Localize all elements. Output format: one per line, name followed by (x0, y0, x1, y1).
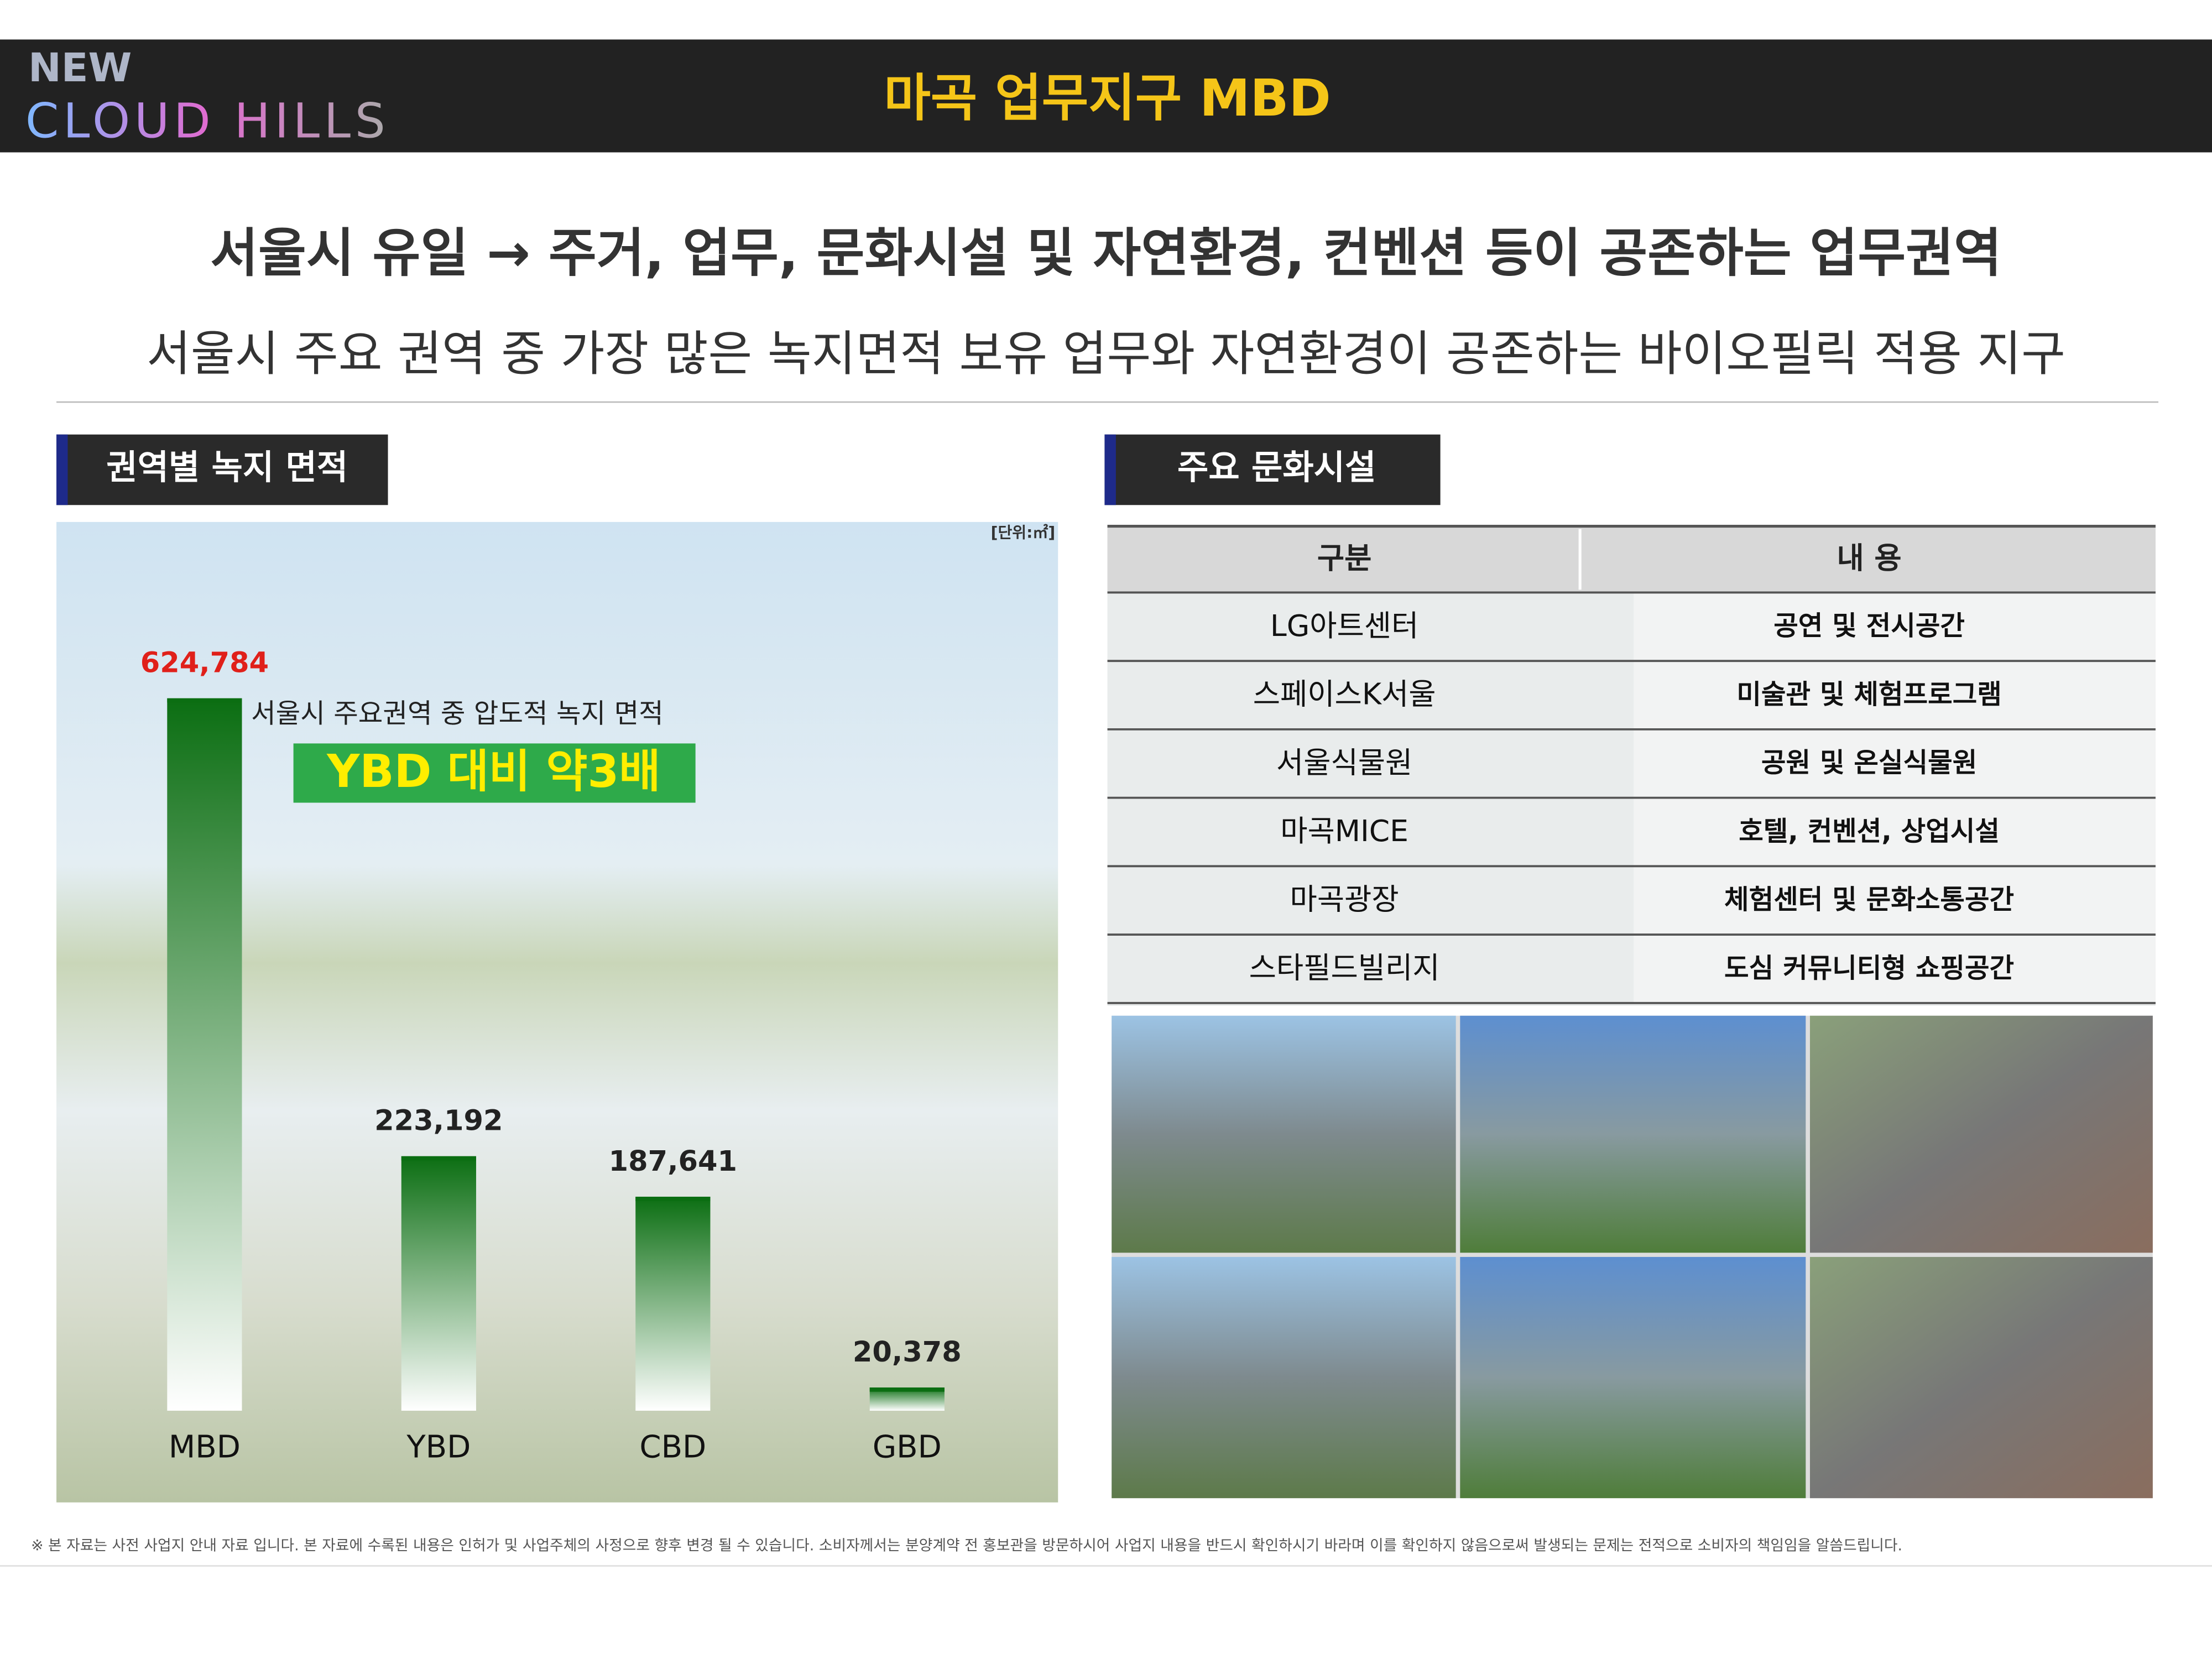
table-cell: 마곡광장 (1290, 882, 1399, 917)
value-label: 187,641 (609, 1145, 737, 1178)
table-row-right (1634, 729, 2156, 798)
table-row-right (1634, 661, 2156, 729)
table-header-cell: 구분 (1317, 540, 1372, 575)
bar (167, 698, 242, 1411)
annotation: 서울시 주요권역 중 압도적 녹지 면적 (251, 698, 664, 729)
x-tick-label: YBD (406, 1430, 471, 1465)
table-cell: 스페이스K서울 (1253, 677, 1436, 712)
table-row-right (1634, 935, 2156, 1003)
table-header-cell: 내 용 (1837, 540, 1902, 575)
headline: 서울시 유일 → 주거, 업무, 문화시설 및 자연환경, 컨벤션 등이 공존하… (210, 223, 2002, 284)
bar-top (167, 698, 242, 703)
photo (1809, 1256, 2153, 1499)
table-cell: 호텔, 컨벤션, 상업시설 (1739, 816, 2000, 847)
section-title: 권역별 녹지 면적 (106, 448, 348, 487)
photo (1112, 1015, 1456, 1253)
photo (1809, 1015, 2153, 1253)
highlight-box (293, 743, 696, 803)
bar (401, 1156, 476, 1411)
photo (1460, 1015, 1806, 1253)
table-cell: 스타필드빌리지 (1249, 950, 1440, 985)
bar-top (635, 1197, 711, 1201)
section-box (1104, 434, 1441, 505)
logo-top: NEW (28, 45, 132, 91)
table-row-right (1634, 592, 2156, 661)
table-cell: 공연 및 전시공간 (1773, 611, 1965, 641)
table-cell: 서울식물원 (1276, 745, 1412, 780)
photo (1460, 1256, 1806, 1499)
header-bar (0, 39, 2212, 153)
table-row-right (1634, 866, 2156, 935)
section-box (56, 434, 388, 505)
x-tick-label: CBD (639, 1430, 706, 1465)
unit-label: [단위:㎡] (991, 523, 1056, 541)
photo (1112, 1256, 1456, 1499)
table-cell: 공원 및 온실식물원 (1761, 748, 1977, 779)
highlight-text: YBD 대비 약3배 (326, 745, 660, 798)
value-label: 624,784 (140, 647, 269, 680)
table-cell: LG아트센터 (1270, 608, 1418, 643)
table-row-right (1634, 797, 2156, 867)
header-title: 마곡 업무지구 MBD (884, 69, 1331, 128)
value-label: 223,192 (374, 1105, 503, 1138)
footnote: ※ 본 자료는 사전 사업지 안내 자료 입니다. 본 자료에 수록된 내용은 … (31, 1537, 1902, 1554)
table-cell: 체험센터 및 문화소통공간 (1724, 884, 2014, 915)
table-cell: 도심 커뮤니티형 쇼핑공간 (1724, 953, 2014, 984)
table-cell: 마곡MICE (1280, 813, 1408, 848)
table-cell: 미술관 및 체험프로그램 (1736, 679, 2002, 710)
logo-bottom: CLOUD HILLS (25, 93, 389, 149)
section-accent (56, 434, 68, 505)
x-tick-label: GBD (873, 1430, 942, 1465)
table-header (1107, 526, 2156, 593)
section-title: 주요 문화시설 (1177, 448, 1376, 487)
bar-top (401, 1156, 476, 1161)
subheadline: 서울시 주요 권역 중 가장 많은 녹지면적 보유 업무와 자연환경이 공존하는… (147, 326, 2065, 382)
bar-top (869, 1387, 945, 1392)
section-accent (1104, 434, 1116, 505)
value-label: 20,378 (853, 1336, 962, 1369)
x-tick-label: MBD (169, 1430, 241, 1465)
bar (635, 1197, 711, 1411)
